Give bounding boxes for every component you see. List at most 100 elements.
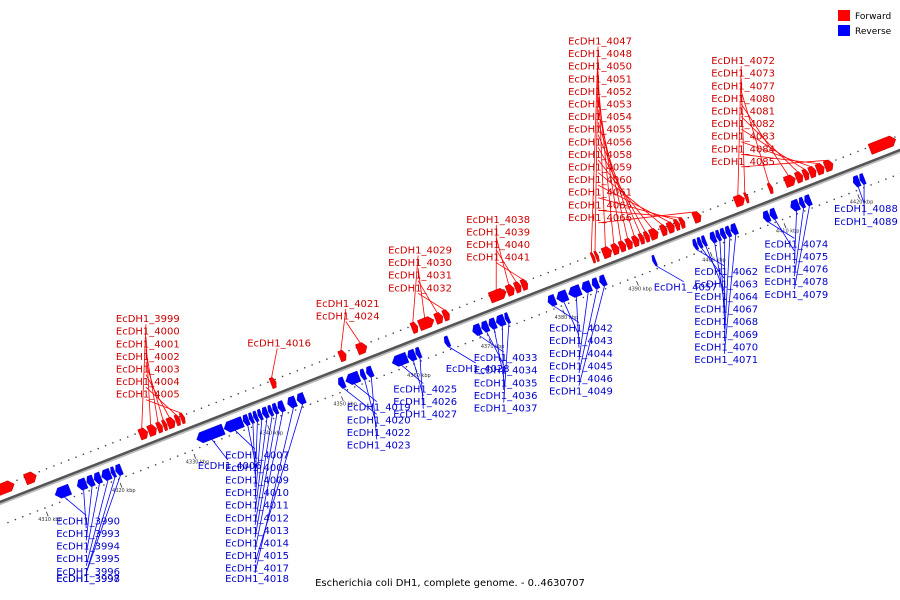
gene-label[interactable]: EcDH1_4030: [388, 258, 452, 269]
gene-label[interactable]: EcDH1_4045: [549, 361, 613, 372]
gene-arrow-ecdh1-3998[interactable]: [115, 463, 124, 476]
gene-label[interactable]: EcDH1_4020: [347, 415, 411, 426]
gene-arrow-ecdh1-4055[interactable]: [637, 232, 645, 245]
gene-arrow-ecdh1-4020[interactable]: [338, 376, 347, 389]
gene-arrow-ecdh1-4062[interactable]: [692, 238, 700, 251]
gene-arrow-ecdh1-4023[interactable]: [366, 365, 375, 378]
gene-arrow-ecdh1-4044[interactable]: [568, 284, 583, 298]
gene-arrow-ecdh1-4082[interactable]: [801, 168, 810, 181]
gene-label[interactable]: EcDH1_4080: [711, 94, 775, 105]
gene-arrow-unlabeled-1[interactable]: [23, 471, 37, 486]
gene-arrow-ecdh1-4026[interactable]: [407, 348, 418, 362]
gene-arrow-ecdh1-4001[interactable]: [155, 421, 163, 434]
gene-arrow-ecdh1-4050[interactable]: [600, 246, 613, 260]
gene-arrow-ecdh1-4059[interactable]: [658, 224, 668, 237]
gene-label[interactable]: EcDH1_4065: [568, 200, 632, 211]
gene-arrow-unlabeled-0[interactable]: [0, 480, 15, 497]
gene-label[interactable]: EcDH1_4024: [316, 312, 380, 323]
gene-label[interactable]: EcDH1_4054: [568, 112, 632, 123]
gene-arrow-ecdh1-4041[interactable]: [519, 278, 528, 291]
gene-label[interactable]: EcDH1_4076: [764, 265, 828, 276]
gene-arrow-ecdh1-4014[interactable]: [272, 402, 280, 415]
gene-label[interactable]: EcDH1_4067: [694, 305, 758, 316]
gene-label[interactable]: EcDH1_4010: [225, 488, 289, 499]
gene-label[interactable]: EcDH1_3995: [56, 554, 120, 565]
gene-arrow-ecdh1-4027[interactable]: [415, 346, 423, 359]
gene-label[interactable]: EcDH1_4033: [474, 353, 538, 364]
gene-label[interactable]: EcDH1_4055: [568, 125, 632, 136]
gene-label[interactable]: EcDH1_4057: [654, 283, 718, 294]
gene-label[interactable]: EcDH1_4005: [116, 390, 180, 401]
gene-label[interactable]: EcDH1_4089: [834, 217, 898, 228]
gene-arrow-ecdh1-4015[interactable]: [277, 400, 287, 413]
gene-arrow-ecdh1-4024[interactable]: [355, 342, 368, 356]
gene-arrow-ecdh1-4033[interactable]: [472, 323, 483, 336]
gene-arrow-ecdh1-4035[interactable]: [488, 317, 498, 330]
gene-arrow-ecdh1-4040[interactable]: [512, 281, 522, 294]
gene-arrow-ecdh1-4016[interactable]: [268, 376, 277, 390]
gene-label[interactable]: EcDH1_4013: [225, 526, 289, 537]
gene-arrow-ecdh1-4030[interactable]: [417, 316, 435, 332]
gene-label[interactable]: EcDH1_4056: [568, 137, 632, 148]
gene-label[interactable]: EcDH1_3998: [56, 574, 120, 585]
gene-label[interactable]: EcDH1_4009: [225, 476, 289, 487]
gene-label[interactable]: EcDH1_3997: [56, 574, 120, 585]
gene-arrow-ecdh1-4053[interactable]: [624, 237, 633, 250]
gene-label[interactable]: EcDH1_4006: [198, 461, 262, 472]
gene-arrow-ecdh1-4010[interactable]: [252, 410, 260, 423]
gene-label[interactable]: EcDH1_4002: [116, 352, 180, 363]
gene-label[interactable]: EcDH1_4037: [474, 404, 538, 415]
gene-label[interactable]: EcDH1_4071: [694, 355, 758, 366]
gene-label[interactable]: EcDH1_4064: [694, 292, 758, 303]
gene-arrow-ecdh1-4084[interactable]: [814, 162, 825, 176]
gene-arrow-ecdh1-4057[interactable]: [651, 254, 658, 267]
gene-label[interactable]: EcDH1_4042: [549, 324, 613, 335]
gene-label[interactable]: EcDH1_4088: [834, 204, 898, 215]
gene-label[interactable]: EcDH1_4060: [568, 175, 632, 186]
gene-arrow-ecdh1-4077[interactable]: [766, 182, 774, 195]
gene-arrow-ecdh1-4031[interactable]: [433, 312, 444, 325]
gene-arrow-ecdh1-4043[interactable]: [556, 289, 570, 303]
gene-label[interactable]: EcDH1_4068: [694, 317, 758, 328]
gene-arrow-ecdh1-4037[interactable]: [504, 312, 512, 324]
gene-arrow-ecdh1-4080[interactable]: [782, 174, 796, 188]
gene-label[interactable]: EcDH1_4014: [225, 539, 289, 550]
gene-arrow-ecdh1-3995[interactable]: [93, 471, 104, 485]
gene-arrow-ecdh1-4072[interactable]: [732, 194, 745, 208]
gene-arrow-ecdh1-4073[interactable]: [743, 192, 750, 204]
gene-label[interactable]: EcDH1_4022: [347, 428, 411, 439]
gene-label[interactable]: EcDH1_4012: [225, 513, 289, 524]
gene-label[interactable]: EcDH1_4052: [568, 87, 632, 98]
gene-arrow-ecdh1-4060[interactable]: [665, 221, 675, 234]
gene-arrow-ecdh1-4052[interactable]: [617, 240, 627, 253]
gene-arrow-ecdh1-4049[interactable]: [599, 274, 608, 287]
gene-arrow-ecdh1-4022[interactable]: [359, 368, 368, 381]
gene-label[interactable]: EcDH1_3996: [56, 567, 120, 578]
gene-label[interactable]: EcDH1_4026: [393, 397, 457, 408]
gene-arrow-ecdh1-4019[interactable]: [345, 370, 362, 385]
gene-arrow-ecdh1-4025[interactable]: [391, 351, 410, 367]
gene-arrow-ecdh1-4054[interactable]: [630, 235, 640, 248]
gene-label[interactable]: EcDH1_4028: [446, 364, 510, 375]
gene-arrow-ecdh1-4071[interactable]: [730, 222, 739, 236]
gene-label[interactable]: EcDH1_4029: [388, 246, 452, 257]
gene-label[interactable]: EcDH1_3994: [56, 542, 120, 553]
gene-label[interactable]: EcDH1_4062: [694, 267, 758, 278]
gene-arrow-ecdh1-3990[interactable]: [54, 483, 73, 499]
gene-arrow-ecdh1-4000[interactable]: [146, 424, 157, 437]
gene-label[interactable]: EcDH1_4039: [466, 228, 530, 239]
gene-arrow-ecdh1-3996[interactable]: [101, 467, 113, 481]
gene-arrow-ecdh1-4051[interactable]: [610, 243, 620, 256]
gene-label[interactable]: EcDH1_4072: [711, 56, 775, 67]
gene-arrow-ecdh1-4069[interactable]: [719, 227, 728, 240]
gene-label[interactable]: EcDH1_4031: [388, 271, 452, 282]
gene-arrow-ecdh1-4039[interactable]: [504, 284, 515, 297]
gene-arrow-ecdh1-4045[interactable]: [581, 280, 593, 294]
gene-label[interactable]: EcDH1_4070: [694, 342, 758, 353]
gene-arrow-ecdh1-4038[interactable]: [487, 287, 507, 304]
gene-arrow-ecdh1-4075[interactable]: [769, 207, 779, 220]
gene-arrow-unlabeled-98[interactable]: [867, 135, 897, 155]
gene-label[interactable]: EcDH1_4015: [225, 551, 289, 562]
gene-arrow-ecdh1-4074[interactable]: [763, 210, 772, 223]
gene-arrow-ecdh1-4061[interactable]: [672, 219, 681, 231]
